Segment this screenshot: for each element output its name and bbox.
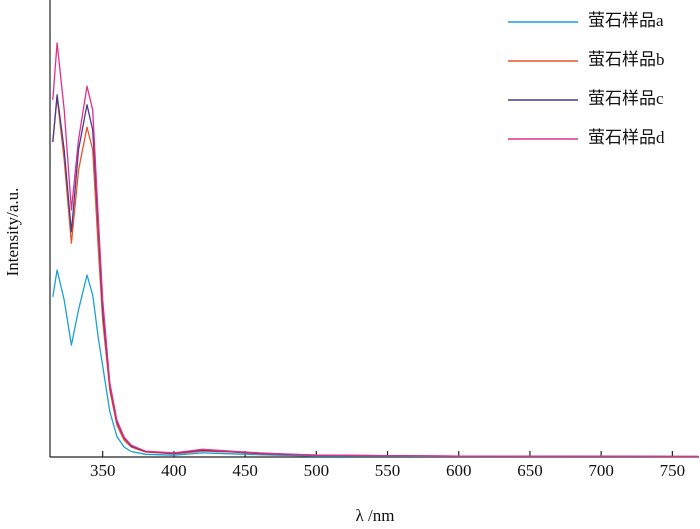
x-tick-label: 400 bbox=[161, 461, 187, 480]
series-line bbox=[52, 94, 699, 458]
x-tick-label: 600 bbox=[446, 461, 472, 480]
legend-label: 萤石样品a bbox=[588, 11, 664, 30]
legend-label: 萤石样品d bbox=[588, 128, 665, 147]
x-axis-label: λ /nm bbox=[356, 506, 395, 525]
legend-label: 萤石样品b bbox=[588, 50, 665, 69]
series-line bbox=[52, 269, 698, 458]
y-axis-label: Intensity/a.u. bbox=[3, 188, 22, 277]
x-tick-label: 500 bbox=[304, 461, 330, 480]
x-tick-label: 450 bbox=[232, 461, 258, 480]
x-tick-label: 350 bbox=[90, 461, 116, 480]
series-line bbox=[52, 96, 699, 458]
x-tick-label: 750 bbox=[660, 461, 686, 480]
x-tick-label: 650 bbox=[517, 461, 543, 480]
series-line bbox=[52, 42, 699, 458]
x-tick-label: 550 bbox=[375, 461, 401, 480]
legend-label: 萤石样品c bbox=[588, 89, 664, 108]
x-tick-label: 700 bbox=[588, 461, 614, 480]
